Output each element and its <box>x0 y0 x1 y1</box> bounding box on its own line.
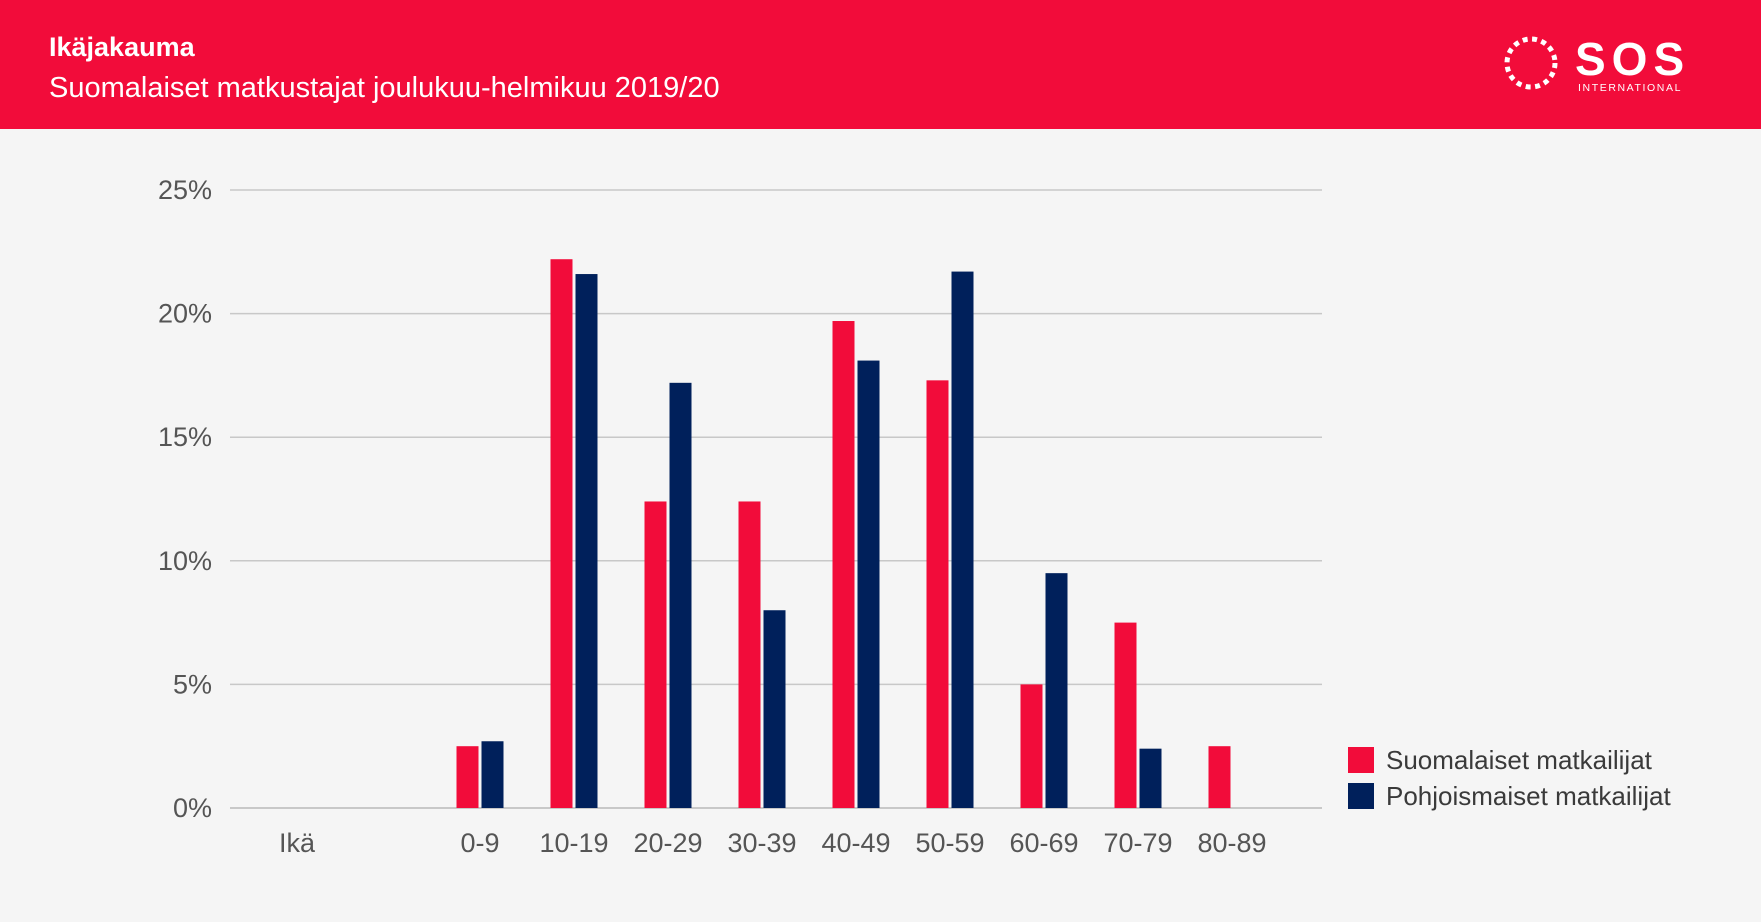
bar-suomalaiset-10-19 <box>550 259 573 808</box>
x-tick-label: 80-89 <box>1197 828 1266 858</box>
bars <box>456 259 1231 809</box>
bar-chart: 0% 5% 10% 15% 20% 25% Ikä 0-9 10-19 20-29 30-39 4… <box>158 175 1322 858</box>
y-tick-label: 0% <box>173 793 212 823</box>
bar-pohjoismaiset-50-59 <box>951 271 974 808</box>
bar-suomalaiset-60-69 <box>1020 684 1043 808</box>
y-tick-label: 5% <box>173 669 212 699</box>
x-tick-label: 0-9 <box>460 828 499 858</box>
bar-pohjoismaiset-70-79 <box>1139 748 1162 808</box>
bar-pohjoismaiset-10-19 <box>575 274 598 809</box>
x-axis-ticks: Ikä 0-9 10-19 20-29 30-39 40-49 50-59 60-69 70-… <box>279 828 1267 858</box>
y-tick-label: 20% <box>158 299 212 329</box>
y-tick-label: 15% <box>158 422 212 452</box>
chart-subtitle: Suomalaiset matkustajat joulukuu-helmiku… <box>49 72 720 104</box>
logo-text: SOS <box>1575 33 1691 85</box>
y-axis-ticks: 0% 5% 10% 15% 20% 25% <box>158 175 212 823</box>
bar-pohjoismaiset-20-29 <box>669 382 692 808</box>
logo-subtext: INTERNATIONAL <box>1578 82 1683 94</box>
x-tick-label: 70-79 <box>1103 828 1172 858</box>
chart-title: Ikäjakauma <box>49 32 195 62</box>
sos-international-logo: SOS INTERNATIONAL <box>1502 34 1718 94</box>
x-tick-label: 10-19 <box>539 828 608 858</box>
legend-label: Pohjoismaiset matkailijat <box>1386 781 1671 811</box>
bar-suomalaiset-0-9 <box>456 746 479 808</box>
x-tick-label: 20-29 <box>633 828 702 858</box>
x-tick-label: 60-69 <box>1009 828 1078 858</box>
bar-suomalaiset-40-49 <box>832 321 855 808</box>
bar-pohjoismaiset-30-39 <box>763 610 786 808</box>
bar-suomalaiset-70-79 <box>1114 622 1137 808</box>
x-tick-label: 30-39 <box>727 828 796 858</box>
legend-swatch-red <box>1348 747 1374 773</box>
x-tick-label: 40-49 <box>821 828 890 858</box>
bar-pohjoismaiset-40-49 <box>857 360 880 808</box>
bar-suomalaiset-80-89 <box>1208 746 1231 808</box>
header-banner: Ikäjakauma Suomalaiset matkustajat joulu… <box>0 0 1761 129</box>
x-axis-label: Ikä <box>279 828 316 858</box>
logo-ring-icon <box>1504 36 1558 90</box>
bar-suomalaiset-50-59 <box>926 380 949 808</box>
y-tick-label: 10% <box>158 546 212 576</box>
bar-pohjoismaiset-0-9 <box>481 741 504 808</box>
bar-suomalaiset-30-39 <box>738 501 761 808</box>
legend-swatch-navy <box>1348 783 1374 809</box>
y-tick-label: 25% <box>158 175 212 205</box>
bar-pohjoismaiset-60-69 <box>1045 573 1068 808</box>
x-tick-label: 50-59 <box>915 828 984 858</box>
legend-label: Suomalaiset matkailijat <box>1386 745 1652 775</box>
bar-suomalaiset-20-29 <box>644 501 667 808</box>
